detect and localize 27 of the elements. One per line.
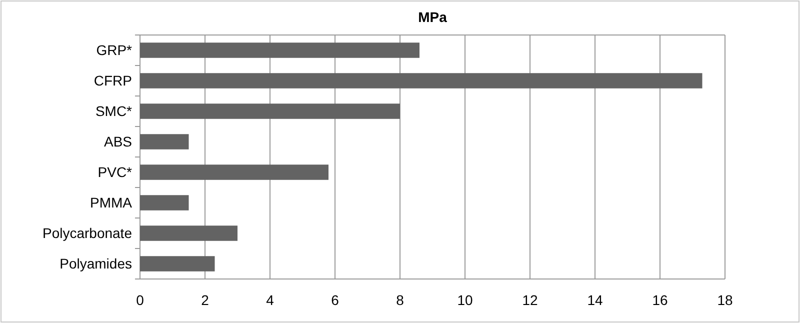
y-tick-label: GRP* <box>96 42 133 58</box>
x-tick-label: 2 <box>201 292 210 308</box>
bar <box>140 73 702 88</box>
x-tick-label: 18 <box>717 292 733 308</box>
x-tick-label: 6 <box>331 292 340 308</box>
bar <box>140 42 420 58</box>
x-tick-label: 14 <box>587 292 603 308</box>
x-tick-label: 0 <box>136 292 144 308</box>
y-tick-label: Polyamides <box>60 256 132 272</box>
y-tick-label: ABS <box>104 134 132 150</box>
x-tick-label: 4 <box>266 292 274 308</box>
y-tick-label: PVC* <box>98 164 133 180</box>
y-tick-label: SMC* <box>95 103 133 120</box>
bar <box>140 195 189 210</box>
y-tick-label: PMMA <box>90 194 133 211</box>
x-tick-label: 8 <box>396 292 404 308</box>
x-tick-label: 12 <box>522 292 538 308</box>
y-tick-label: CFRP <box>94 72 132 89</box>
bar <box>140 104 400 119</box>
y-tick-label: Polycarbonate <box>42 225 132 242</box>
bar <box>140 226 238 241</box>
bar <box>140 134 189 150</box>
bar <box>140 164 328 180</box>
chart-title: MPa <box>418 9 448 25</box>
bar <box>140 256 215 272</box>
x-tick-label: 10 <box>457 292 473 308</box>
x-tick-label: 16 <box>652 292 668 308</box>
